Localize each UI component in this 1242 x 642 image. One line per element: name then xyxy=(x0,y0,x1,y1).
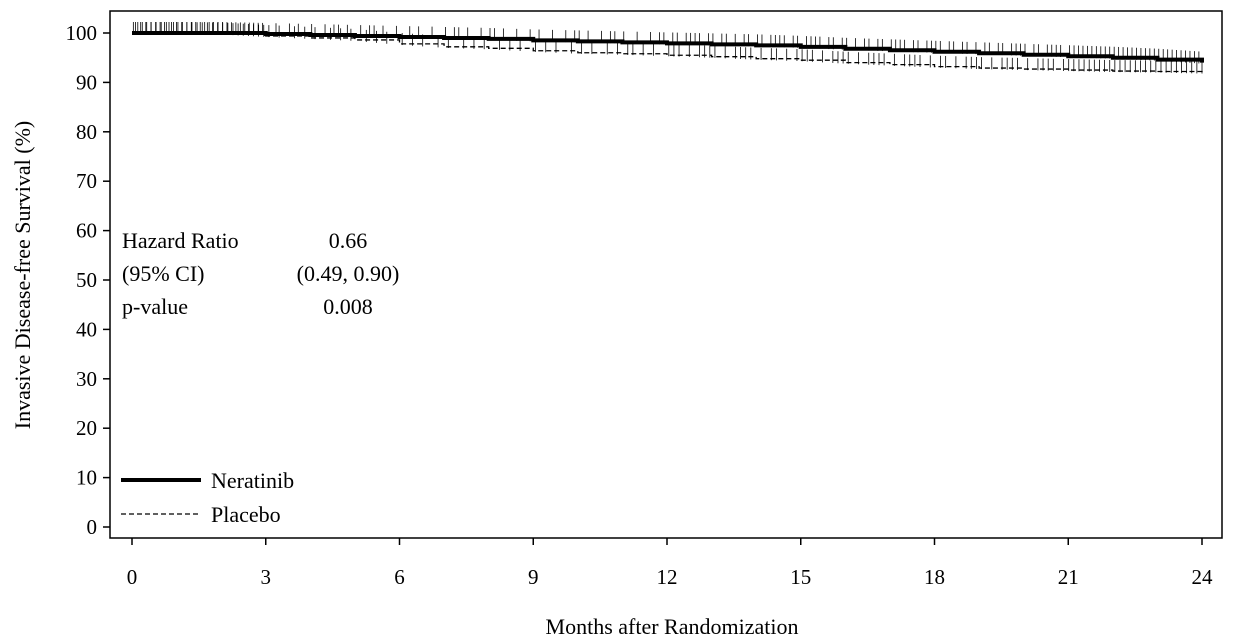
y-tick-label: 80 xyxy=(76,120,97,144)
censor-marks-placebo xyxy=(135,22,1203,74)
series-layer xyxy=(132,22,1204,74)
y-tick-label: 60 xyxy=(76,219,97,243)
y-tick-label: 20 xyxy=(76,416,97,440)
plot-frame xyxy=(109,10,1223,539)
ci-value: (0.49, 0.90) xyxy=(297,261,400,286)
p-value-label: p-value xyxy=(122,294,188,319)
y-tick-label: 40 xyxy=(76,317,97,341)
y-tick-label: 100 xyxy=(66,21,98,45)
legend: Neratinib Placebo xyxy=(121,468,294,527)
legend-label-neratinib: Neratinib xyxy=(211,468,294,493)
x-tick-label: 18 xyxy=(924,565,945,589)
hazard-ratio-value: 0.66 xyxy=(329,228,368,253)
x-tick-label: 3 xyxy=(261,565,272,589)
y-axis: 0 10 20 30 40 50 60 70 80 90 100 xyxy=(66,21,110,539)
ci-label: (95% CI) xyxy=(122,261,204,286)
series-line-neratinib xyxy=(132,31,1204,63)
series-line-placebo xyxy=(132,32,1203,73)
x-tick-label: 21 xyxy=(1058,565,1079,589)
stats-annotation: Hazard Ratio 0.66 (95% CI) (0.49, 0.90) … xyxy=(122,228,399,319)
y-tick-label: 70 xyxy=(76,169,97,193)
x-tick-label: 0 xyxy=(127,565,138,589)
hazard-ratio-label: Hazard Ratio xyxy=(122,228,239,253)
legend-label-placebo: Placebo xyxy=(211,502,281,527)
y-tick-label: 30 xyxy=(76,367,97,391)
x-tick-label: 9 xyxy=(528,565,539,589)
y-tick-label: 10 xyxy=(76,466,97,490)
y-tick-label: 0 xyxy=(87,515,98,539)
y-tick-label: 90 xyxy=(76,70,97,94)
y-axis-label: Invasive Disease-free Survival (%) xyxy=(10,121,35,429)
x-tick-label: 24 xyxy=(1192,565,1214,589)
x-axis-label: Months after Randomization xyxy=(546,614,799,639)
y-tick-label: 50 xyxy=(76,268,97,292)
x-axis: 0 3 6 9 12 15 18 21 24 xyxy=(127,538,1213,589)
x-tick-label: 6 xyxy=(394,565,405,589)
p-value-value: 0.008 xyxy=(323,294,373,319)
x-tick-label: 15 xyxy=(790,565,811,589)
x-tick-label: 12 xyxy=(657,565,678,589)
